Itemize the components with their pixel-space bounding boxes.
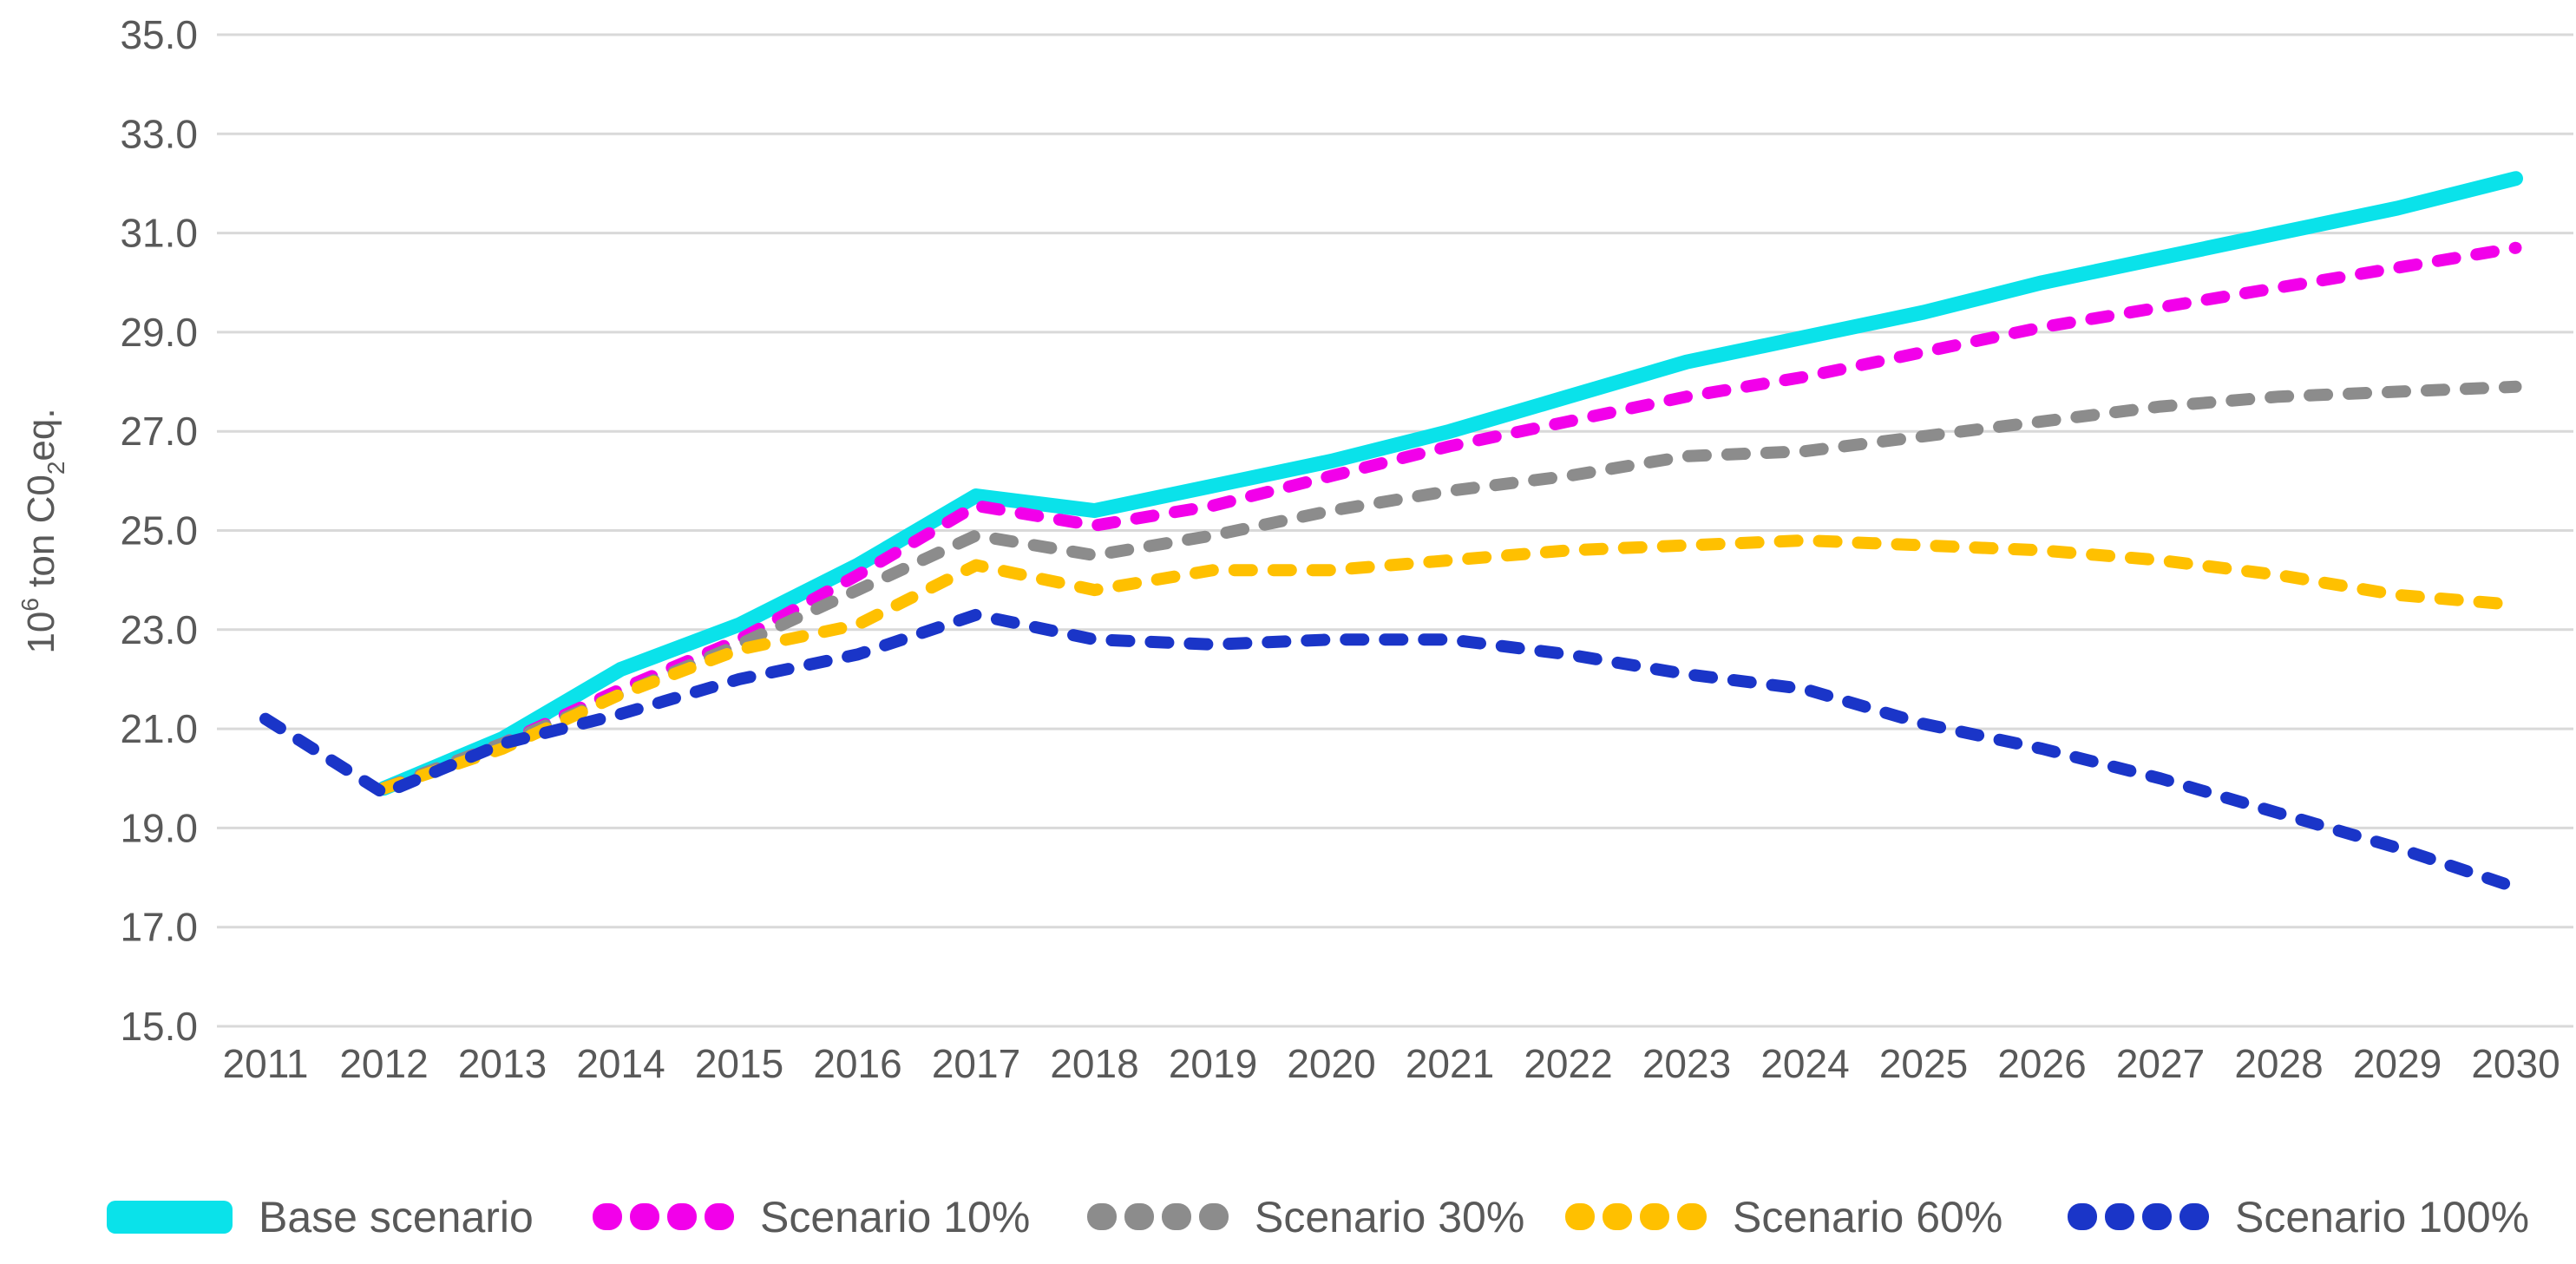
x-tick-label: 2021 <box>1406 1041 1494 1086</box>
legend-swatch-dot <box>593 1203 622 1230</box>
y-tick-label: 29.0 <box>120 310 198 355</box>
legend-swatch-dot <box>2068 1203 2097 1230</box>
legend-label: Scenario 30% <box>1255 1193 1524 1241</box>
legend-label: Scenario 100% <box>2235 1193 2529 1241</box>
series-line-scenario-10- <box>377 241 2522 795</box>
legend-label: Scenario 10% <box>760 1193 1030 1241</box>
legend-label: Scenario 60% <box>1733 1193 2002 1241</box>
legend-swatch-dot <box>2142 1203 2172 1230</box>
legend-label: Base scenario <box>259 1193 534 1241</box>
legend-swatch-dot <box>1124 1203 1154 1230</box>
y-tick-label: 23.0 <box>120 607 198 652</box>
x-tick-label: 2011 <box>223 1041 309 1086</box>
x-tick-label: 2028 <box>2234 1041 2323 1086</box>
y-tick-label: 19.0 <box>120 805 198 850</box>
legend-item-scenario-60-: Scenario 60% <box>1565 1193 2002 1241</box>
x-tick-label: 2029 <box>2353 1041 2442 1086</box>
legend-swatch-dot <box>667 1203 697 1230</box>
x-tick-label: 2013 <box>458 1041 547 1086</box>
legend-swatch-dot <box>630 1203 659 1230</box>
legend-item-scenario-30-: Scenario 30% <box>1087 1193 1524 1241</box>
x-tick-label: 2020 <box>1287 1041 1375 1086</box>
y-tick-label: 25.0 <box>120 508 198 553</box>
x-tick-label: 2017 <box>932 1041 1020 1086</box>
x-tick-label: 2022 <box>1524 1041 1612 1086</box>
legend-item-base-scenario: Base scenario <box>107 1193 534 1241</box>
x-tick-label: 2016 <box>813 1041 901 1086</box>
y-axis-title: 106 ton C02eq. <box>16 408 69 653</box>
legend-swatch-dot <box>1087 1203 1117 1230</box>
x-tick-label: 2030 <box>2471 1041 2560 1086</box>
x-tick-label: 2019 <box>1169 1041 1257 1086</box>
legend-item-scenario-100-: Scenario 100% <box>2068 1193 2529 1241</box>
x-tick-label: 2014 <box>576 1041 665 1086</box>
series-line-base-scenario <box>377 171 2523 796</box>
legend-swatch-dot <box>2179 1203 2209 1230</box>
legend-item-scenario-10-: Scenario 10% <box>593 1193 1030 1241</box>
legend-swatch-dot <box>1603 1203 1632 1230</box>
legend-swatch-dot <box>1677 1203 1707 1230</box>
y-tick-label: 21.0 <box>120 706 198 751</box>
y-tick-label: 17.0 <box>120 905 198 950</box>
legend-swatch-dot <box>1640 1203 1669 1230</box>
x-tick-label: 2024 <box>1760 1041 1849 1086</box>
x-tick-label: 2012 <box>339 1041 428 1086</box>
y-tick-label: 35.0 <box>120 12 198 57</box>
y-tick-label: 31.0 <box>120 211 198 256</box>
legend-swatch-solid <box>107 1201 233 1234</box>
series-line-scenario-100- <box>259 608 2522 894</box>
legend-swatch-dot <box>705 1203 734 1230</box>
x-tick-label: 2025 <box>1879 1041 1968 1086</box>
x-tick-label: 2018 <box>1050 1041 1138 1086</box>
series-line-scenario-30- <box>377 380 2522 795</box>
x-tick-label: 2027 <box>2116 1041 2205 1086</box>
y-tick-label: 33.0 <box>120 111 198 156</box>
x-tick-label: 2026 <box>1997 1041 2086 1086</box>
legend-swatch-dot <box>1565 1203 1595 1230</box>
series-line-scenario-60- <box>377 534 2522 795</box>
x-tick-label: 2015 <box>695 1041 783 1086</box>
legend-swatch-dot <box>1199 1203 1229 1230</box>
y-tick-label: 27.0 <box>120 409 198 454</box>
x-tick-label: 2023 <box>1642 1041 1731 1086</box>
legend-swatch-dot <box>2105 1203 2134 1230</box>
legend-swatch-dot <box>1162 1203 1191 1230</box>
y-tick-label: 15.0 <box>120 1004 198 1049</box>
